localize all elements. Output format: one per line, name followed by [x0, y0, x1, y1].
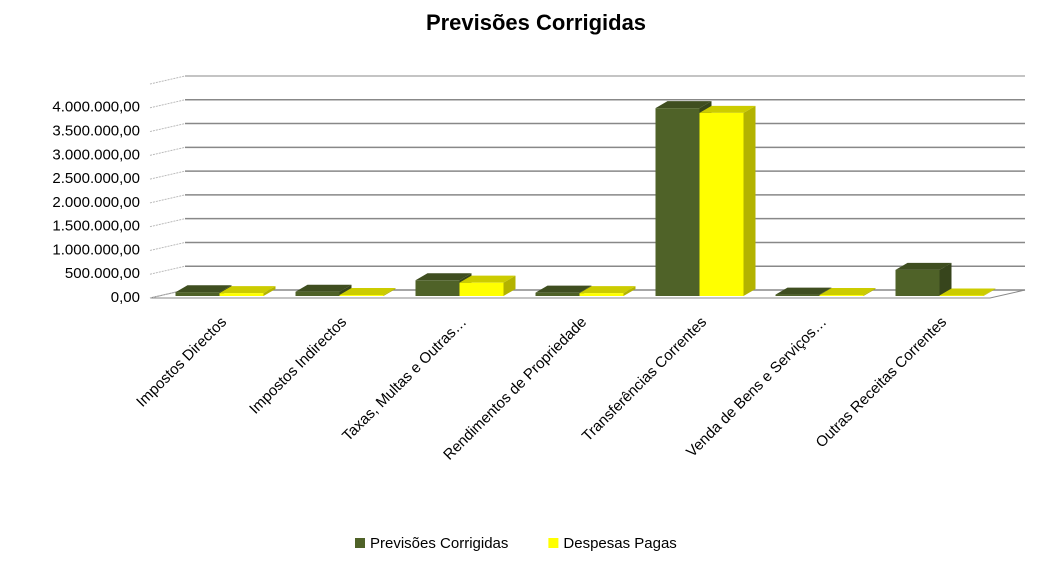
- y-tick-label: 0,00: [111, 289, 140, 306]
- grid-line-side: [150, 242, 185, 250]
- grid-line-side: [150, 171, 185, 179]
- bar-front: [460, 283, 504, 296]
- y-tick-label: 3.000.000,00: [52, 146, 140, 163]
- y-tick-label: 500.000,00: [65, 265, 140, 282]
- grid-line-side: [150, 195, 185, 203]
- bar-front: [416, 280, 460, 296]
- chart-title: Previsões Corrigidas: [426, 10, 646, 35]
- y-tick-label: 4.000.000,00: [52, 99, 140, 116]
- x-tick-label: Taxas, Multas e Outras…: [339, 314, 470, 445]
- grid-line-side: [150, 266, 185, 274]
- legend-label: Despesas Pagas: [563, 535, 676, 552]
- x-tick-label: Impostos Indirectos: [246, 314, 350, 418]
- bar-front: [656, 108, 700, 296]
- bar-front: [296, 292, 340, 296]
- bar-front: [896, 270, 940, 296]
- bar-front: [820, 295, 864, 296]
- bar: [460, 276, 516, 296]
- bar-side: [744, 106, 756, 296]
- x-tick-label: Venda de Bens e Serviços…: [683, 314, 830, 461]
- bar-front: [700, 113, 744, 296]
- bar-front: [220, 293, 264, 296]
- bar-front: [776, 295, 820, 296]
- bar: [896, 263, 952, 296]
- grid-line-side: [150, 100, 185, 108]
- y-tick-label: 2.500.000,00: [52, 170, 140, 187]
- x-tick-label: Impostos Directos: [133, 314, 230, 411]
- bar-front: [176, 292, 220, 296]
- x-tick-label: Rendimentos de Propriedade: [440, 314, 590, 464]
- bar-front: [340, 295, 384, 296]
- grid-line-side: [150, 124, 185, 132]
- x-tick-label: Outras Receitas Correntes: [813, 314, 951, 452]
- legend-label: Previsões Corrigidas: [370, 535, 508, 552]
- y-tick-label: 2.000.000,00: [52, 194, 140, 211]
- y-tick-label: 3.500.000,00: [52, 123, 140, 140]
- y-tick-label: 1.500.000,00: [52, 218, 140, 235]
- legend-swatch: [355, 538, 365, 548]
- grid-line-side: [150, 219, 185, 227]
- bar-front: [536, 293, 580, 296]
- grid-line-side: [150, 147, 185, 155]
- x-tick-label: Transferências Correntes: [579, 314, 710, 445]
- y-tick-label: 1.000.000,00: [52, 241, 140, 258]
- bar: [700, 106, 756, 296]
- legend-swatch: [548, 538, 558, 548]
- wall-top-side: [150, 76, 185, 84]
- bar-front: [580, 293, 624, 296]
